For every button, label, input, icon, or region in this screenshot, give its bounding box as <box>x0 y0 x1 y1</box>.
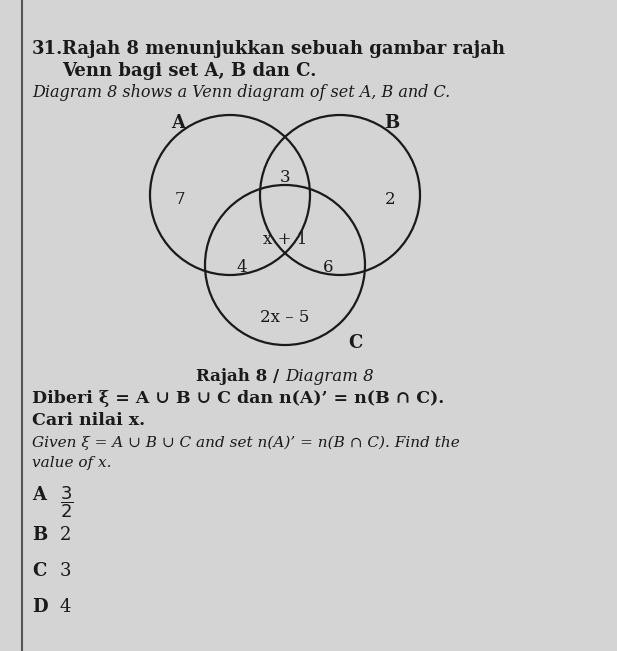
Text: x + 1: x + 1 <box>263 232 307 249</box>
Text: 2: 2 <box>60 526 72 544</box>
Text: value of x.: value of x. <box>32 456 112 470</box>
Text: Rajah 8 /: Rajah 8 / <box>196 368 285 385</box>
Text: Rajah 8 menunjukkan sebuah gambar rajah: Rajah 8 menunjukkan sebuah gambar rajah <box>62 40 505 58</box>
Text: 3: 3 <box>280 169 291 186</box>
Text: Cari nilai x.: Cari nilai x. <box>32 412 145 429</box>
Text: Diagram 8: Diagram 8 <box>285 368 374 385</box>
Text: 7: 7 <box>175 191 185 208</box>
Text: 3: 3 <box>60 562 72 580</box>
Text: D: D <box>32 598 48 616</box>
Text: 2x – 5: 2x – 5 <box>260 309 310 327</box>
Text: C: C <box>32 562 46 580</box>
Text: Diberi ξ = A ∪ B ∪ C dan n(A)’ = n(B ∩ C).: Diberi ξ = A ∪ B ∪ C dan n(A)’ = n(B ∩ C… <box>32 390 444 407</box>
Text: $\dfrac{3}{2}$: $\dfrac{3}{2}$ <box>60 484 73 519</box>
Text: B: B <box>32 526 48 544</box>
Text: 4: 4 <box>237 260 247 277</box>
Text: Diagram 8 shows a Venn diagram of set A, B and C.: Diagram 8 shows a Venn diagram of set A,… <box>32 84 450 101</box>
Text: 31.: 31. <box>32 40 64 58</box>
Text: C: C <box>348 334 362 352</box>
Text: A: A <box>171 114 185 132</box>
Text: 2: 2 <box>384 191 395 208</box>
Text: 6: 6 <box>323 260 333 277</box>
Text: Given ξ = A ∪ B ∪ C and set n(A)’ = n(B ∩ C). Find the: Given ξ = A ∪ B ∪ C and set n(A)’ = n(B … <box>32 436 460 450</box>
Text: B: B <box>384 114 400 132</box>
Text: 4: 4 <box>60 598 72 616</box>
Text: Venn bagi set A, B dan C.: Venn bagi set A, B dan C. <box>62 62 317 80</box>
Text: A: A <box>32 486 46 504</box>
